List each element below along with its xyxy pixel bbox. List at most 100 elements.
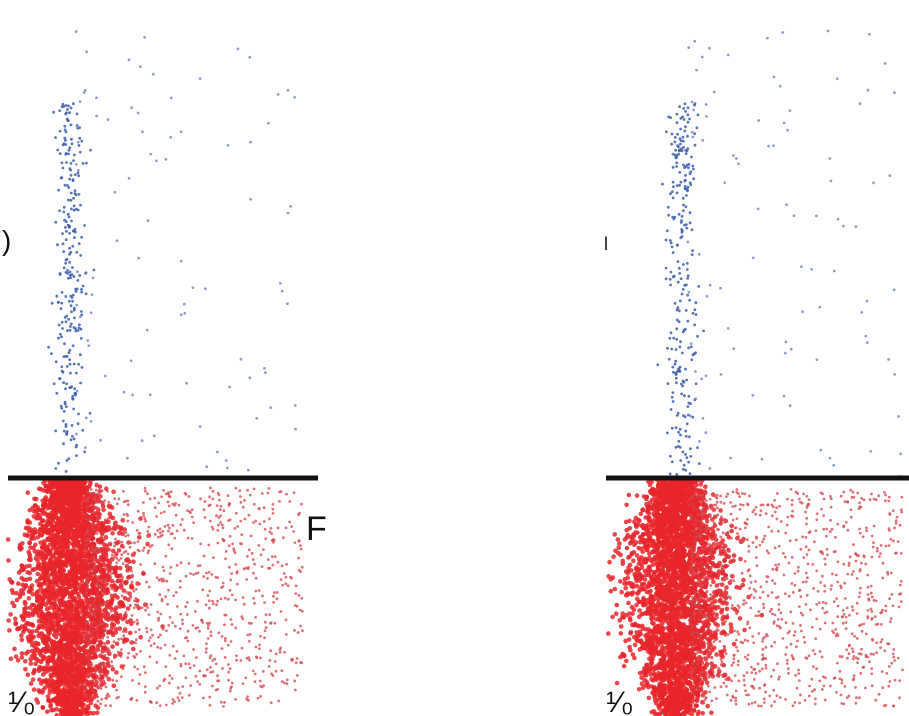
data-point [54,467,58,470]
data-point [187,662,191,666]
data-point [127,560,131,564]
data-point [284,633,288,636]
data-point [259,695,262,698]
data-point [135,638,138,642]
data-point [682,263,685,266]
data-point [92,496,95,500]
data-point [679,459,683,462]
data-point [29,653,35,659]
data-point [685,268,689,271]
data-point [209,654,213,657]
data-point [54,667,60,673]
data-point [282,681,286,685]
data-point [278,500,281,503]
data-point [160,579,164,583]
data-point [273,555,277,558]
data-point [89,624,93,628]
data-point [170,677,174,680]
data-point [60,499,65,505]
data-point [20,582,26,588]
data-point [215,504,219,507]
data-point [103,538,106,542]
data-point [94,488,98,492]
data-point [54,429,57,433]
data-point [26,596,32,601]
data-point [69,322,73,326]
data-point [257,589,261,592]
data-point [78,568,84,573]
data-point [59,522,65,527]
data-point [77,528,82,533]
data-point [228,588,232,592]
data-point [216,674,219,678]
data-point [114,551,119,557]
data-point [680,392,683,396]
data-point [162,679,166,683]
data-point [58,209,61,213]
data-point [184,636,187,640]
data-point [235,582,239,586]
data-point [137,256,141,260]
data-point [187,562,191,565]
data-point [102,641,105,645]
data-point [249,140,253,144]
data-point [97,492,101,496]
data-point [712,90,716,94]
data-point [205,571,208,575]
data-point [261,594,264,598]
data-point [279,578,283,581]
data-point [766,36,769,40]
data-point [142,511,145,515]
data-point [58,272,62,275]
data-point [80,139,84,143]
data-point [32,648,38,654]
data-point [72,204,76,208]
data-point [151,633,155,637]
data-point [78,100,82,103]
data-point [276,93,280,96]
data-point [51,567,57,573]
data-point [63,400,67,404]
data-point [97,677,101,681]
data-point [66,531,71,537]
data-point [174,591,178,594]
data-point [130,569,133,573]
data-point [103,654,107,657]
data-point [87,529,91,532]
data-point [27,576,33,582]
data-point [85,639,88,642]
data-point [143,489,147,493]
data-point [684,152,688,156]
data-point [772,75,776,79]
data-point [125,606,131,611]
data-point [209,486,212,490]
data-point [187,495,191,498]
data-point [84,271,88,275]
data-point [60,709,66,715]
data-point [74,640,79,646]
data-point [52,382,56,386]
data-point [262,548,265,551]
data-point [59,695,65,701]
data-point [232,547,236,551]
data-point [196,600,199,603]
data-point [161,530,165,533]
data-point [792,214,796,218]
data-point [126,552,130,556]
data-point [81,666,86,671]
data-point [28,681,34,686]
data-point [34,515,39,521]
data-point [138,635,143,640]
data-point [245,578,249,581]
data-point [72,196,75,200]
data-point [285,562,288,566]
data-point [156,610,160,614]
data-point [869,450,873,453]
data-point [223,639,227,643]
data-point [130,580,134,584]
data-point [693,132,697,136]
data-point [71,344,75,348]
data-point [75,454,78,457]
data-point [85,558,89,561]
data-point [103,564,106,568]
